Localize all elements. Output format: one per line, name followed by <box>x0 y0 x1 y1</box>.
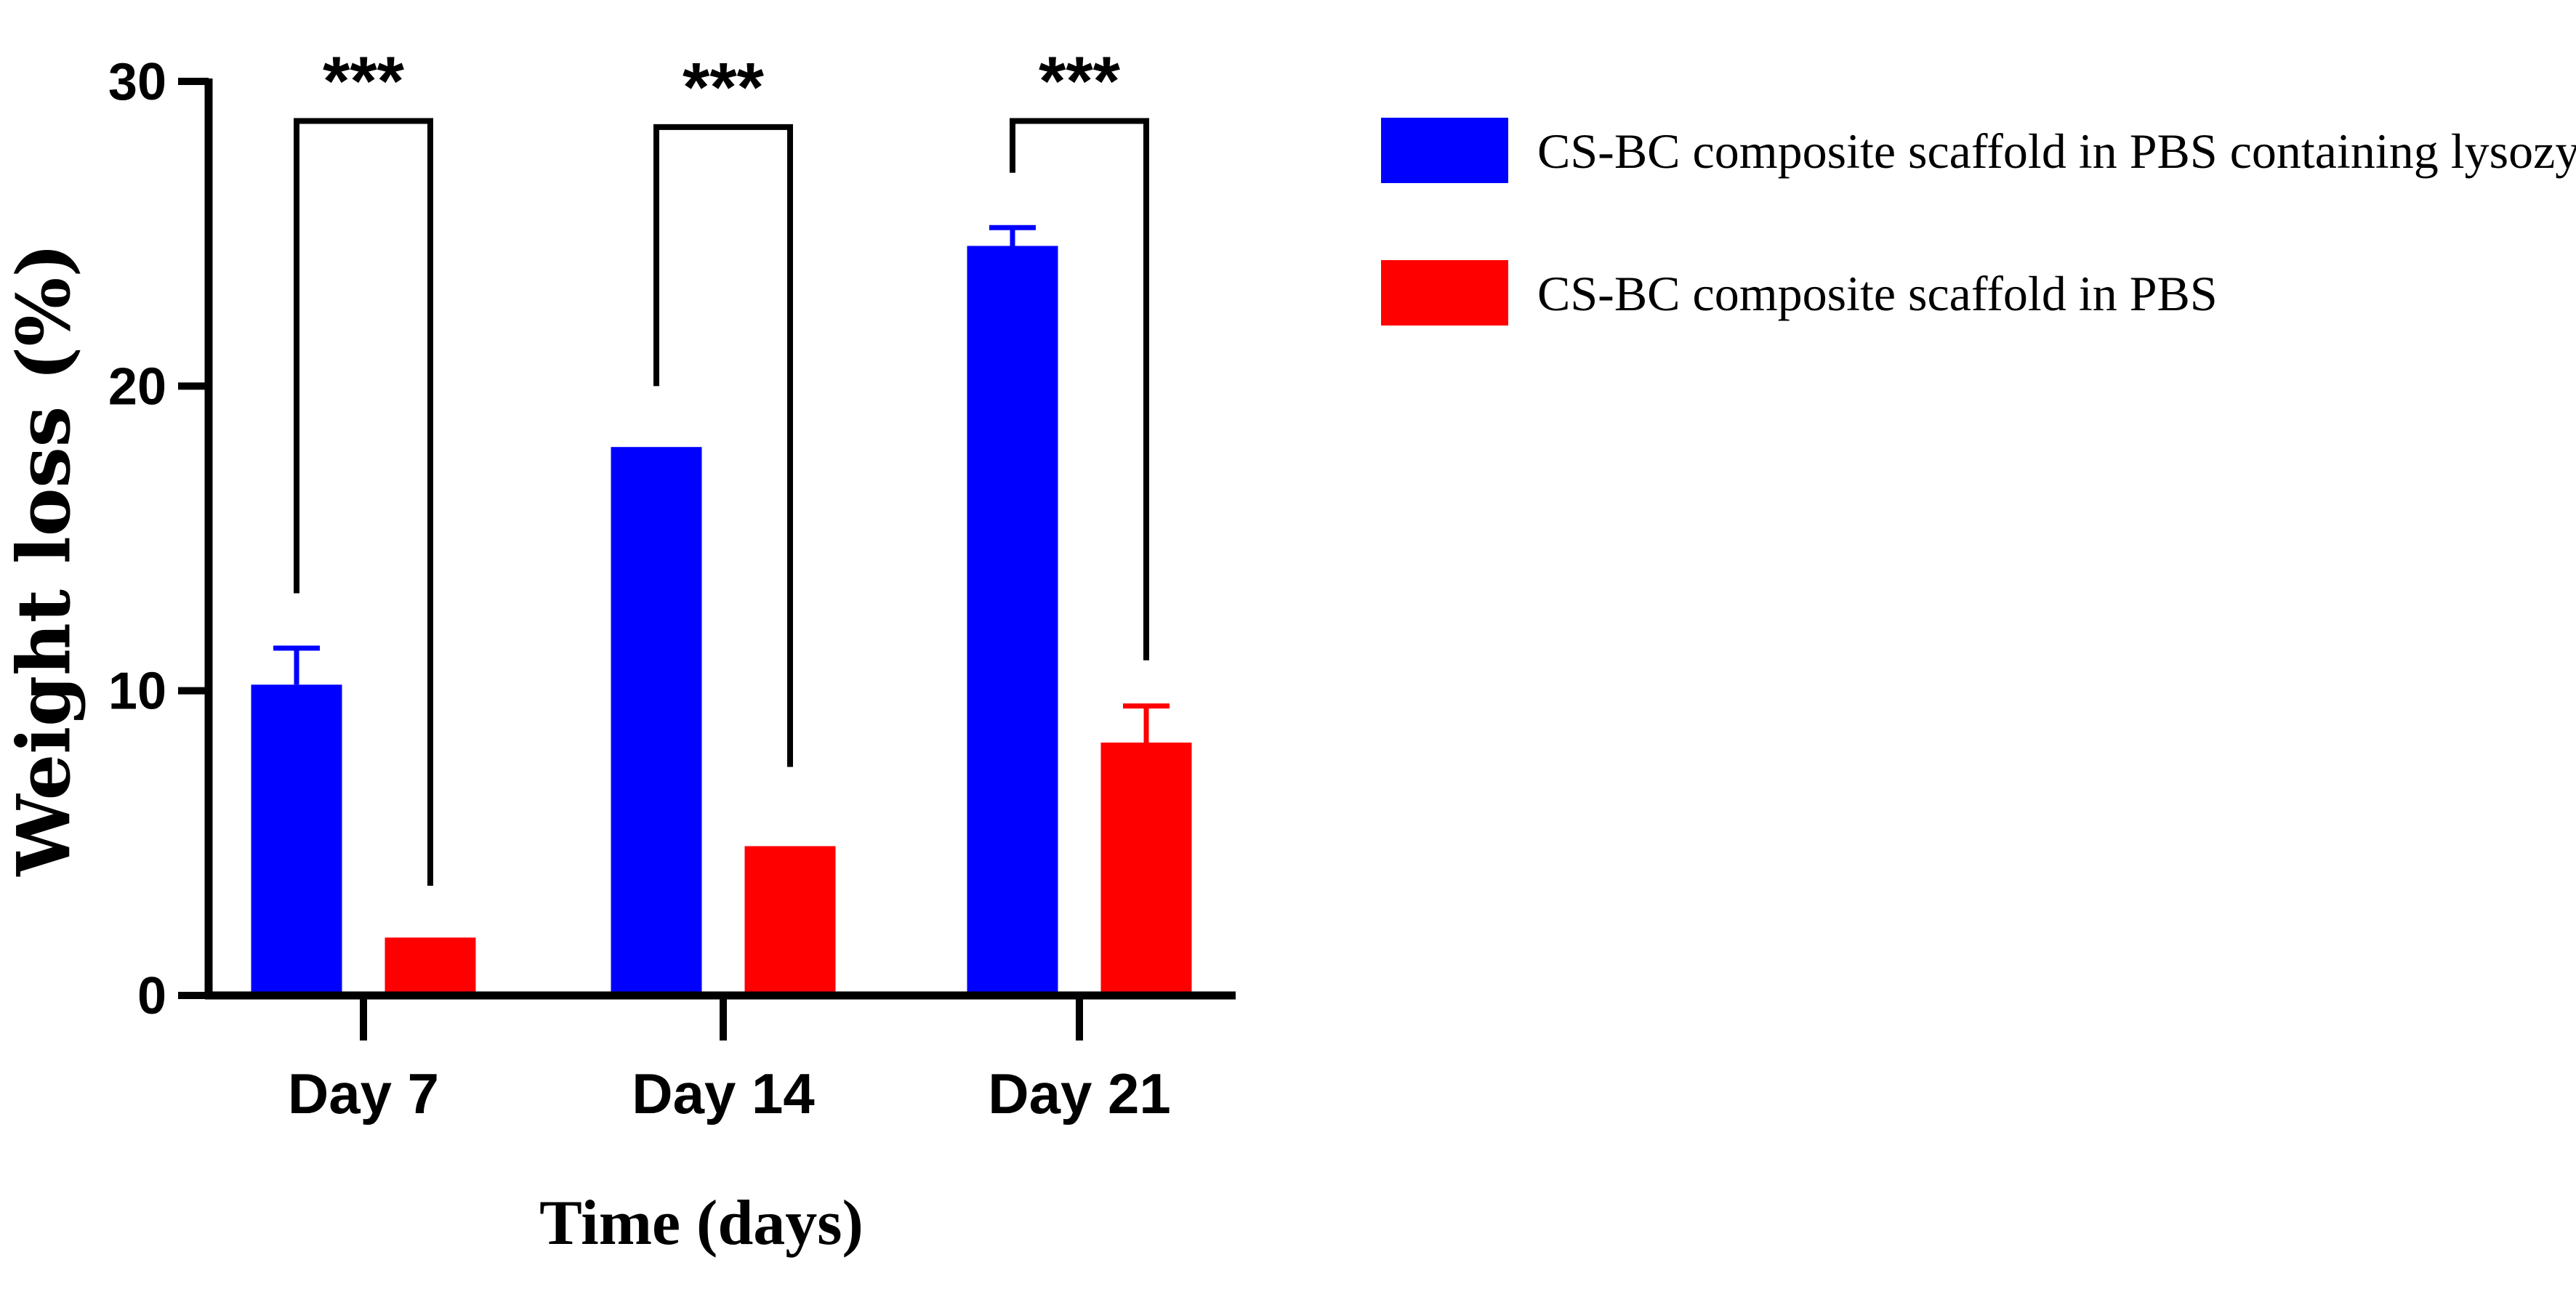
bar-day-7-series-2 <box>385 937 476 995</box>
significance-layer: *** *** *** <box>294 43 1149 886</box>
bar-day-14-series-1 <box>611 447 702 995</box>
significance-bracket-day-21 <box>1010 118 1149 660</box>
bar-day-21-series-1 <box>967 246 1058 996</box>
legend-label-series-2: CS-BC composite scaffold in PBS <box>1537 266 2218 321</box>
y-axis-title: Weight loss (%) <box>1 243 86 876</box>
legend: CS-BC composite scaffold in PBS containi… <box>1381 118 2576 326</box>
x-axis-title: Time (days) <box>539 1188 864 1258</box>
legend-label-series-1: CS-BC composite scaffold in PBS containi… <box>1537 124 2576 179</box>
y-tick-label-10: 10 <box>108 663 166 721</box>
axes-layer: 0 10 20 30 Day 7 Day 14 Day 21 <box>108 53 1236 1126</box>
bar-day-7-series-1 <box>251 684 342 995</box>
bar-day-14-series-2 <box>744 846 836 995</box>
bars-layer <box>251 246 1192 996</box>
y-tick-label-20: 20 <box>108 357 166 416</box>
x-tick-label-day-21: Day 21 <box>988 1062 1171 1126</box>
significance-bracket-day-7 <box>294 118 433 886</box>
y-tick-label-0: 0 <box>137 967 166 1025</box>
significance-label-day-14: *** <box>683 49 765 126</box>
significance-label-day-21: *** <box>1039 43 1121 121</box>
error-bars-layer <box>273 225 1170 743</box>
x-tick-label-day-7: Day 7 <box>288 1062 439 1126</box>
legend-swatch-series-1 <box>1381 118 1508 183</box>
significance-label-day-7: *** <box>323 43 405 121</box>
legend-swatch-series-2 <box>1381 260 1508 326</box>
x-tick-label-day-14: Day 14 <box>632 1062 815 1126</box>
significance-bracket-day-14 <box>653 124 793 767</box>
y-tick-label-30: 30 <box>108 53 166 111</box>
bar-day-21-series-2 <box>1100 742 1192 995</box>
